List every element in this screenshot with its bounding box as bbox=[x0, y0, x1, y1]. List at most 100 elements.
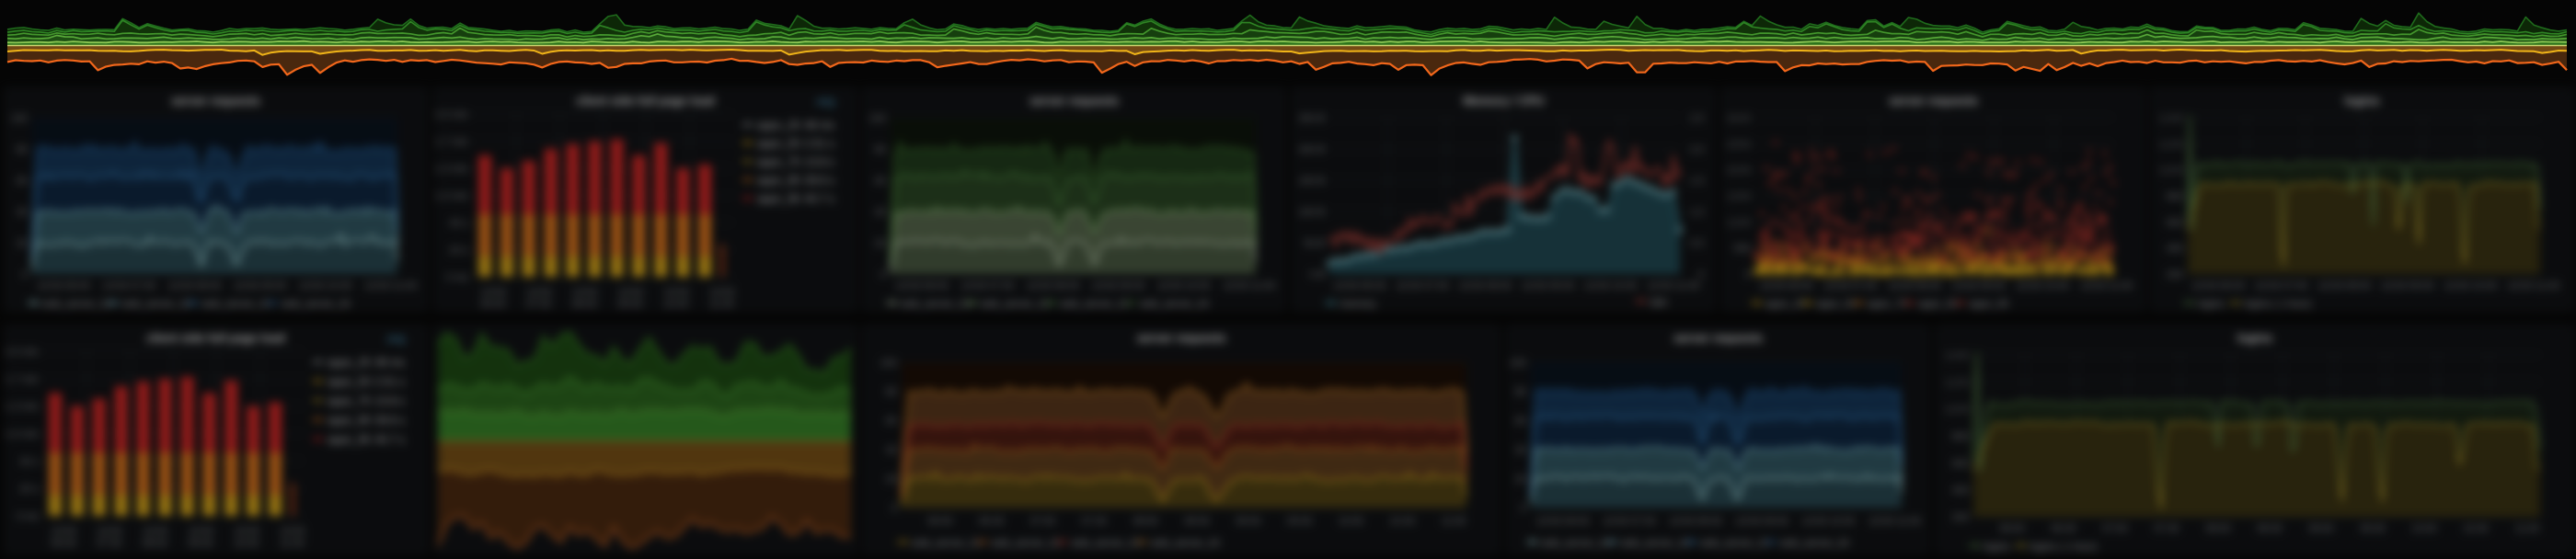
svg-text:80: 80 bbox=[875, 144, 886, 155]
svg-text:200: 200 bbox=[1952, 512, 1969, 523]
svg-text:12/18 09:00: 12/18 09:00 bbox=[1091, 280, 1144, 291]
svg-text:12/18 08:00: 12/18 08:00 bbox=[1026, 280, 1079, 291]
svg-text:200 B: 200 B bbox=[1298, 144, 1325, 155]
svg-text:12/18 07:00: 12/18 07:00 bbox=[1396, 280, 1449, 291]
svg-text:logins: logins bbox=[1984, 542, 2010, 553]
svg-text:12/18 11:00: 12/18 11:00 bbox=[1647, 280, 1699, 291]
svg-text:1.2 K: 1.2 K bbox=[1945, 377, 1969, 388]
svg-text:12/18 06:00: 12/18 06:00 bbox=[1536, 516, 1590, 527]
svg-text:12/18 07:00: 12/18 07:00 bbox=[102, 280, 155, 291]
svg-text:09:30: 09:30 bbox=[1287, 516, 1313, 527]
svg-text:08:00: 08:00 bbox=[572, 299, 598, 310]
svg-text:80: 80 bbox=[17, 144, 28, 155]
svg-text:40: 40 bbox=[875, 207, 886, 218]
svg-text:web_server_02: web_server_02 bbox=[991, 538, 1061, 549]
svg-text:0: 0 bbox=[22, 269, 28, 280]
svg-text:web_server_01: web_server_01 bbox=[911, 538, 981, 549]
svg-text:10:00: 10:00 bbox=[1339, 516, 1364, 527]
svg-text:appn_90: appn_90 bbox=[328, 414, 371, 427]
svg-text:60: 60 bbox=[17, 176, 28, 187]
svg-text:06:30: 06:30 bbox=[979, 516, 1005, 527]
svg-text:12/18: 12/18 bbox=[51, 526, 76, 537]
svg-text:2.5 K: 2.5 K bbox=[1727, 139, 1751, 150]
svg-text:appn_50: appn_50 bbox=[1816, 299, 1856, 310]
svg-text:web_server_03: web_server_03 bbox=[1699, 538, 1769, 549]
svg-text:web_server_04: web_server_04 bbox=[281, 299, 351, 310]
svg-text:12/18 07:00: 12/18 07:00 bbox=[1823, 280, 1877, 291]
svg-text:06:00: 06:00 bbox=[927, 516, 953, 527]
svg-text:12/18 06:00: 12/18 06:00 bbox=[1759, 280, 1812, 291]
svg-text:12/18 11:00: 12/18 11:00 bbox=[2080, 280, 2133, 291]
svg-text:2.5: 2.5 bbox=[1690, 113, 1704, 124]
svg-text:12/18 09:00: 12/18 09:00 bbox=[1735, 516, 1788, 527]
svg-text:12/18: 12/18 bbox=[280, 526, 305, 537]
svg-text:12/18: 12/18 bbox=[526, 287, 552, 298]
svg-text:12/18: 12/18 bbox=[97, 526, 122, 537]
svg-text:60: 60 bbox=[886, 416, 897, 427]
svg-text:12/18 06:00: 12/18 06:00 bbox=[1333, 280, 1386, 291]
svg-text:12/18 08:00: 12/18 08:00 bbox=[167, 280, 221, 291]
svg-text:appn_95: appn_95 bbox=[328, 433, 371, 446]
svg-text:2.51 s: 2.51 s bbox=[804, 137, 834, 150]
svg-text:2.0: 2.0 bbox=[1690, 144, 1704, 155]
svg-text:600: 600 bbox=[2167, 217, 2183, 228]
svg-text:12/18 09:00: 12/18 09:00 bbox=[2381, 280, 2434, 291]
svg-text:400: 400 bbox=[1952, 485, 1969, 496]
svg-text:12/18 06:00: 12/18 06:00 bbox=[37, 280, 90, 291]
svg-text:appn_25: appn_25 bbox=[757, 119, 800, 131]
svg-text:web_server_03: web_server_03 bbox=[1059, 299, 1129, 310]
svg-text:2.0 min: 2.0 min bbox=[6, 347, 39, 358]
svg-text:06:00: 06:00 bbox=[51, 538, 76, 549]
svg-text:20: 20 bbox=[886, 473, 897, 485]
svg-text:40.7 s: 40.7 s bbox=[804, 192, 834, 205]
svg-text:08:30: 08:30 bbox=[2257, 523, 2283, 534]
svg-text:28.6 s: 28.6 s bbox=[374, 414, 405, 427]
svg-text:40: 40 bbox=[886, 445, 897, 456]
svg-text:12/18 08:00: 12/18 08:00 bbox=[1888, 280, 1941, 291]
svg-text:1.2 K: 1.2 K bbox=[2159, 139, 2183, 150]
svg-text:600: 600 bbox=[1952, 458, 1969, 469]
svg-text:12/18 10:00: 12/18 10:00 bbox=[298, 280, 351, 291]
svg-text:60: 60 bbox=[875, 176, 886, 187]
svg-text:logins ( 1 hour): logins ( 1 hour) bbox=[2030, 542, 2097, 553]
svg-text:appn_75: appn_75 bbox=[757, 155, 800, 168]
svg-text:appn_25: appn_25 bbox=[1765, 299, 1805, 310]
svg-text:400: 400 bbox=[2167, 244, 2183, 255]
svg-text:web_server_01: web_server_01 bbox=[1540, 538, 1610, 549]
svg-text:800: 800 bbox=[1952, 431, 1969, 442]
svg-text:07:00: 07:00 bbox=[526, 299, 552, 310]
svg-text:12/18 06:00: 12/18 06:00 bbox=[2191, 280, 2245, 291]
svg-text:150 B: 150 B bbox=[1298, 176, 1325, 187]
svg-text:09:00: 09:00 bbox=[188, 538, 213, 549]
svg-text:12/18 11:00: 12/18 11:00 bbox=[1223, 280, 1275, 291]
svg-text:appn_25: appn_25 bbox=[328, 356, 371, 369]
svg-text:60: 60 bbox=[1515, 416, 1526, 427]
svg-text:12/18: 12/18 bbox=[572, 287, 598, 298]
svg-text:40 s: 40 s bbox=[19, 456, 39, 467]
svg-text:08:00: 08:00 bbox=[2205, 523, 2231, 534]
svg-text:40: 40 bbox=[1515, 445, 1526, 456]
svg-text:40: 40 bbox=[17, 207, 28, 218]
svg-text:appn_95: appn_95 bbox=[1970, 299, 2009, 310]
svg-text:12/18 08:00: 12/18 08:00 bbox=[1669, 516, 1722, 527]
svg-text:200: 200 bbox=[2167, 269, 2183, 280]
svg-text:appn_90: appn_90 bbox=[1918, 299, 1958, 310]
svg-text:07:30: 07:30 bbox=[1082, 516, 1108, 527]
svg-text:12/18 11:00: 12/18 11:00 bbox=[364, 280, 417, 291]
svg-text:1.0 K: 1.0 K bbox=[1727, 217, 1751, 228]
svg-text:10:30: 10:30 bbox=[2463, 523, 2489, 534]
svg-text:07:00: 07:00 bbox=[1030, 516, 1056, 527]
svg-text:100 B: 100 B bbox=[1298, 207, 1325, 218]
svg-text:500: 500 bbox=[1734, 244, 1751, 255]
svg-text:logins: logins bbox=[2198, 299, 2225, 310]
svg-text:13.8 s: 13.8 s bbox=[374, 394, 405, 407]
svg-text:appn_50: appn_50 bbox=[757, 137, 800, 150]
svg-text:appn_95: appn_95 bbox=[757, 192, 800, 205]
svg-text:100: 100 bbox=[11, 113, 28, 124]
svg-text:10:30: 10:30 bbox=[1389, 516, 1415, 527]
svg-text:12/18 08:00: 12/18 08:00 bbox=[2317, 280, 2371, 291]
svg-text:10:00: 10:00 bbox=[2411, 523, 2437, 534]
svg-text:12/18: 12/18 bbox=[709, 287, 735, 298]
svg-text:0 B: 0 B bbox=[1309, 269, 1325, 280]
svg-text:07:30: 07:30 bbox=[2154, 523, 2179, 534]
